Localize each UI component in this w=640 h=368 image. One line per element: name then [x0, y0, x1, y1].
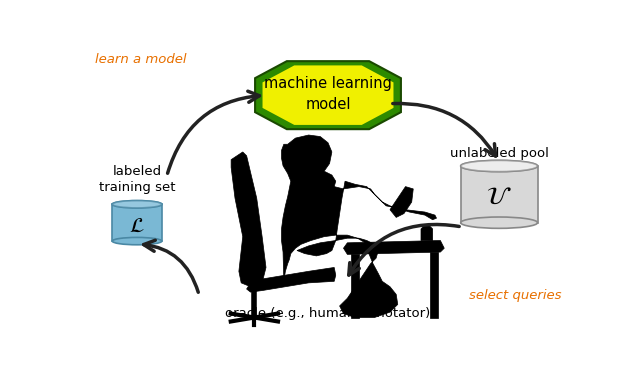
Polygon shape: [421, 225, 433, 241]
Polygon shape: [344, 241, 444, 254]
Text: learn a model: learn a model: [95, 53, 186, 66]
Ellipse shape: [461, 160, 538, 172]
Bar: [461, 166, 538, 223]
FancyArrowPatch shape: [393, 103, 495, 156]
Text: $\mathcal{U}$: $\mathcal{U}$: [486, 185, 512, 209]
FancyArrowPatch shape: [168, 91, 259, 173]
Polygon shape: [231, 152, 266, 287]
Ellipse shape: [461, 160, 538, 172]
Ellipse shape: [112, 201, 162, 208]
Ellipse shape: [112, 201, 162, 208]
Bar: [112, 204, 162, 241]
Polygon shape: [262, 66, 394, 125]
Polygon shape: [351, 254, 359, 318]
Polygon shape: [246, 268, 336, 292]
Text: unlabeled pool: unlabeled pool: [450, 147, 548, 160]
Polygon shape: [390, 187, 413, 217]
Text: oracle (e.g., human annotator): oracle (e.g., human annotator): [225, 307, 431, 321]
Text: $\mathcal{L}$: $\mathcal{L}$: [129, 216, 145, 236]
Polygon shape: [430, 252, 438, 318]
Ellipse shape: [112, 237, 162, 245]
Polygon shape: [282, 135, 436, 318]
Text: labeled
training set: labeled training set: [99, 165, 175, 194]
FancyArrowPatch shape: [349, 224, 459, 275]
Ellipse shape: [461, 217, 538, 228]
Text: select queries: select queries: [468, 289, 561, 302]
FancyArrowPatch shape: [143, 240, 198, 292]
Text: machine learning
model: machine learning model: [264, 76, 392, 112]
Polygon shape: [255, 61, 401, 129]
